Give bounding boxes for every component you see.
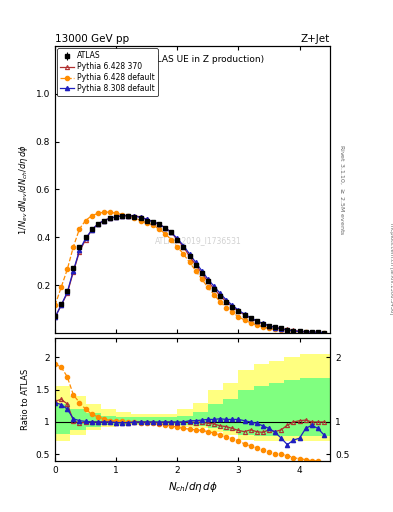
Text: Z+Jet: Z+Jet (301, 33, 330, 44)
Text: mcplots.cern.ch [arXiv:1306.3436]: mcplots.cern.ch [arXiv:1306.3436] (389, 223, 393, 314)
Text: Nch (ATLAS UE in Z production): Nch (ATLAS UE in Z production) (121, 55, 264, 63)
X-axis label: $N_{ch}/d\eta\,d\phi$: $N_{ch}/d\eta\,d\phi$ (167, 480, 218, 494)
Y-axis label: Ratio to ATLAS: Ratio to ATLAS (21, 369, 30, 430)
Text: 13000 GeV pp: 13000 GeV pp (55, 33, 129, 44)
Y-axis label: $1/N_{ev}\,dN_{ev}/dN_{ch}/d\eta\,d\phi$: $1/N_{ev}\,dN_{ev}/dN_{ch}/d\eta\,d\phi$ (17, 144, 30, 235)
Legend: ATLAS, Pythia 6.428 370, Pythia 6.428 default, Pythia 8.308 default: ATLAS, Pythia 6.428 370, Pythia 6.428 de… (57, 48, 158, 96)
Y-axis label: Rivet 3.1.10, $\geq$ 2.5M events: Rivet 3.1.10, $\geq$ 2.5M events (338, 144, 346, 235)
Text: ATLAS_2019_I1736531: ATLAS_2019_I1736531 (155, 237, 241, 246)
